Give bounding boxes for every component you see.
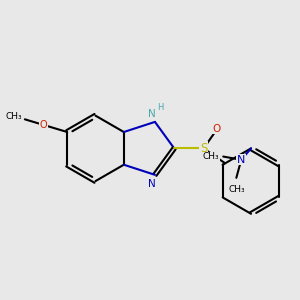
Text: CH₃: CH₃ [202,152,219,161]
Text: CH₃: CH₃ [228,185,244,194]
Text: S: S [200,142,207,155]
Text: H: H [157,103,163,112]
Text: N: N [148,179,155,189]
Text: O: O [213,124,221,134]
Text: N: N [237,155,245,165]
Text: O: O [40,120,47,130]
Text: N: N [148,109,155,119]
Text: CH₃: CH₃ [6,112,22,121]
